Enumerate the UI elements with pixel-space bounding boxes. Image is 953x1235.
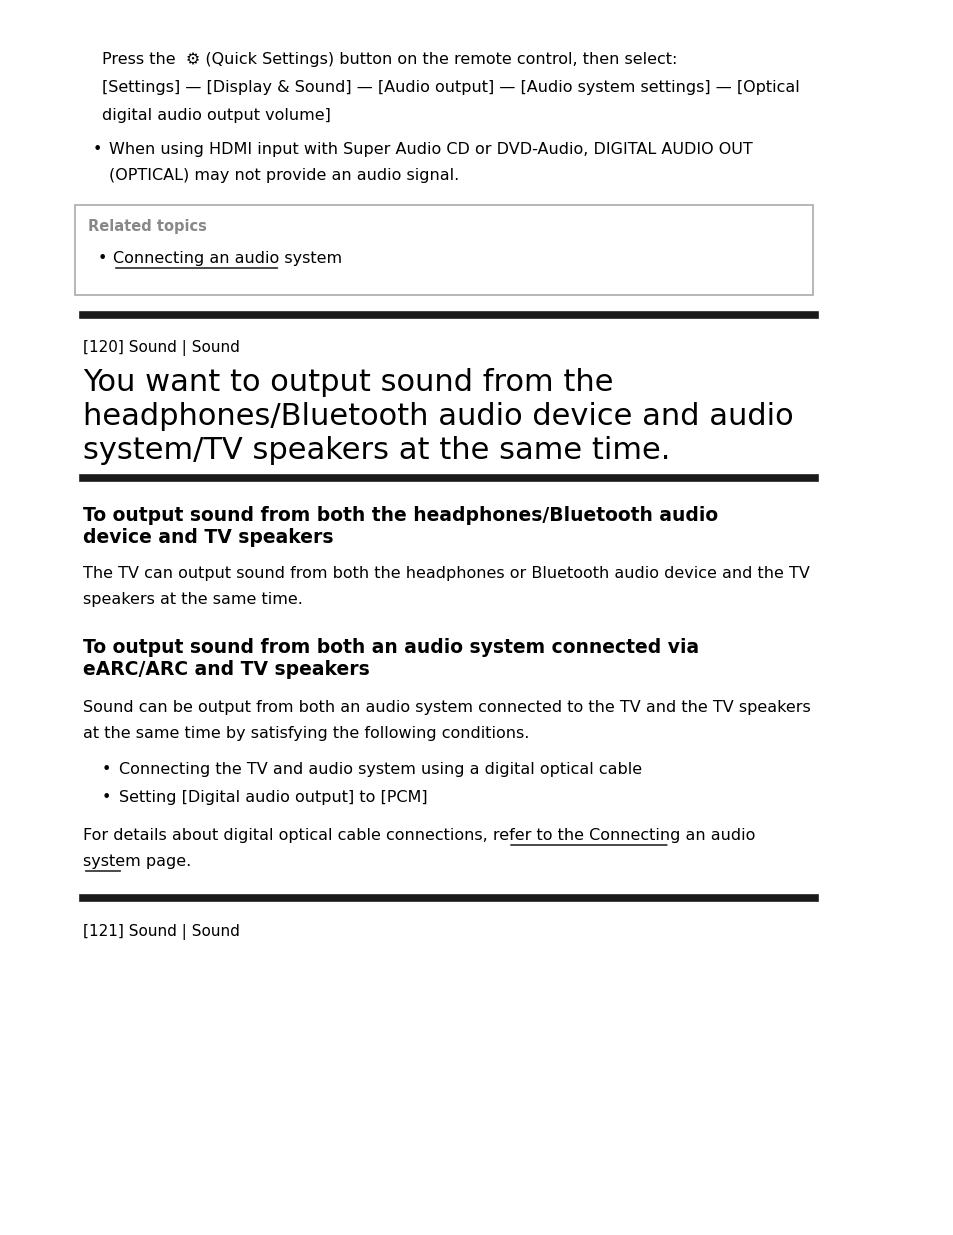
- Text: To output sound from both an audio system connected via: To output sound from both an audio syste…: [83, 638, 699, 657]
- Text: [120] Sound | Sound: [120] Sound | Sound: [83, 340, 239, 356]
- Text: •: •: [98, 251, 107, 266]
- Text: •: •: [92, 142, 101, 157]
- Text: device and TV speakers: device and TV speakers: [83, 529, 333, 547]
- Text: speakers at the same time.: speakers at the same time.: [83, 592, 302, 606]
- Text: Setting [Digital audio output] to [PCM]: Setting [Digital audio output] to [PCM]: [118, 790, 427, 805]
- Text: (OPTICAL) may not provide an audio signal.: (OPTICAL) may not provide an audio signa…: [109, 168, 459, 183]
- FancyBboxPatch shape: [75, 205, 812, 295]
- Text: You want to output sound from the: You want to output sound from the: [83, 368, 613, 396]
- Text: •: •: [101, 762, 111, 777]
- Text: Related topics: Related topics: [89, 219, 207, 233]
- Text: Connecting an audio system: Connecting an audio system: [112, 251, 341, 266]
- Text: digital audio output volume]: digital audio output volume]: [101, 107, 330, 124]
- Text: headphones/Bluetooth audio device and audio: headphones/Bluetooth audio device and au…: [83, 403, 793, 431]
- Text: system/TV speakers at the same time.: system/TV speakers at the same time.: [83, 436, 669, 466]
- Text: For details about digital optical cable connections, refer to the Connecting an : For details about digital optical cable …: [83, 827, 755, 844]
- Text: Sound can be output from both an audio system connected to the TV and the TV spe: Sound can be output from both an audio s…: [83, 700, 810, 715]
- Text: system page.: system page.: [83, 853, 191, 869]
- Text: at the same time by satisfying the following conditions.: at the same time by satisfying the follo…: [83, 726, 529, 741]
- Text: eARC/ARC and TV speakers: eARC/ARC and TV speakers: [83, 659, 369, 679]
- Text: Connecting the TV and audio system using a digital optical cable: Connecting the TV and audio system using…: [118, 762, 641, 777]
- Text: •: •: [101, 790, 111, 805]
- Text: The TV can output sound from both the headphones or Bluetooth audio device and t: The TV can output sound from both the he…: [83, 566, 809, 580]
- Text: To output sound from both the headphones/Bluetooth audio: To output sound from both the headphones…: [83, 506, 718, 525]
- Text: Press the  ⚙ (Quick Settings) button on the remote control, then select:: Press the ⚙ (Quick Settings) button on t…: [101, 52, 677, 67]
- Text: [Settings] — [Display & Sound] — [Audio output] — [Audio system settings] — [Opt: [Settings] — [Display & Sound] — [Audio …: [101, 80, 799, 95]
- Text: [121] Sound | Sound: [121] Sound | Sound: [83, 924, 239, 940]
- Text: When using HDMI input with Super Audio CD or DVD-Audio, DIGITAL AUDIO OUT: When using HDMI input with Super Audio C…: [109, 142, 752, 157]
